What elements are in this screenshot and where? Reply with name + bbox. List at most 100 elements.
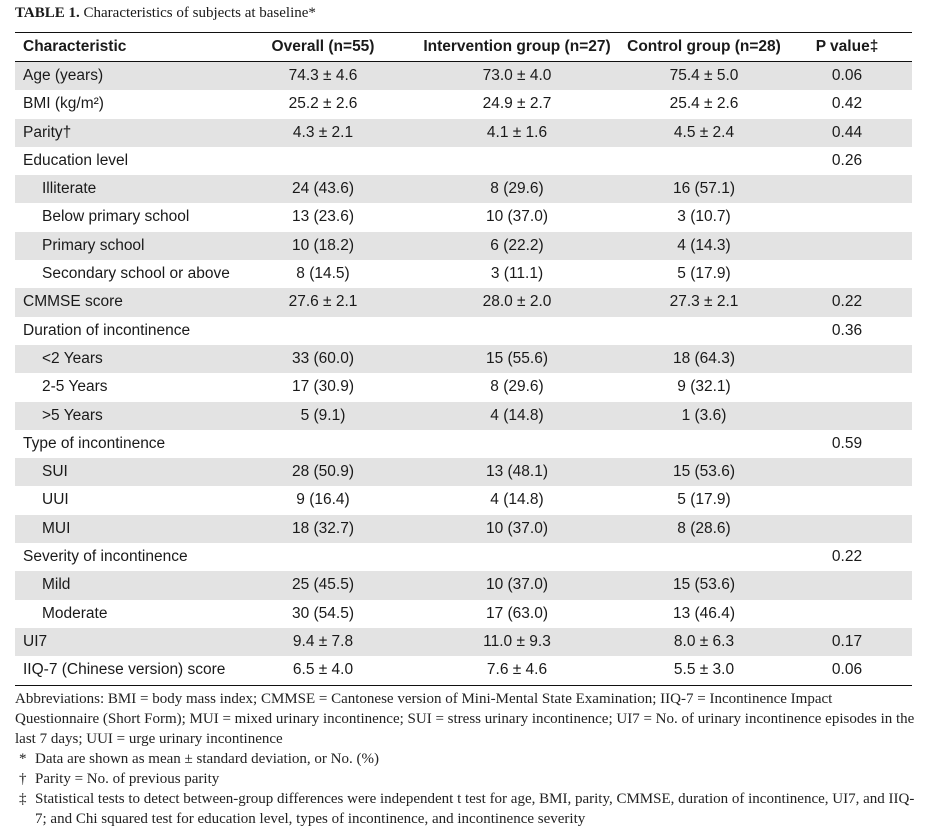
table-row: IIQ-7 (Chinese version) score 6.5 ± 4.0 7.… (15, 656, 912, 684)
footnote-symbol: ‡ (19, 791, 27, 807)
cell-intervention: 8 (29.6) (490, 180, 544, 198)
footnote: † Parity = No. of previous parity (15, 769, 915, 789)
cell-intervention: 4.1 ± 1.6 (486, 123, 548, 141)
cell-intervention: 4 (14.8) (490, 491, 544, 509)
table-row: Education level 0.26 (15, 147, 912, 175)
cell-control: 8 (28.6) (677, 519, 731, 537)
cell-intervention: 6 (22.2) (490, 236, 544, 254)
row-label: BMI (kg/m²) (23, 95, 104, 113)
cell-intervention: 24.9 ± 2.7 (482, 95, 552, 113)
cell-control: 15 (53.6) (672, 576, 736, 594)
cell-overall: 4.3 ± 2.1 (292, 123, 354, 141)
cell-overall: 33 (60.0) (291, 349, 355, 367)
table-row: Duration of incontinence 0.36 (15, 317, 912, 345)
cell-p-value: 0.06 (831, 661, 863, 679)
table-row: Type of incontinence 0.59 (15, 430, 912, 458)
row-label: MUI (42, 519, 71, 537)
row-label: UI7 (23, 632, 48, 650)
cell-control: 5.5 ± 3.0 (673, 661, 735, 679)
cell-overall: 74.3 ± 4.6 (288, 67, 358, 84)
cell-control: 13 (46.4) (672, 604, 736, 622)
cell-control: 15 (53.6) (672, 463, 736, 481)
cell-control: 5 (17.9) (677, 491, 731, 509)
table-row: Secondary school or above 8 (14.5) 3 (11.1… (15, 260, 912, 288)
row-label: Age (years) (23, 67, 104, 84)
cell-overall: 25.2 ± 2.6 (288, 95, 358, 113)
footnote: * Data are shown as mean ± standard devia… (15, 749, 915, 769)
table-row: Illiterate 24 (43.6) 8 (29.6) 16 (57.1) (15, 175, 912, 204)
row-label: Primary school (42, 236, 145, 254)
row-label: >5 Years (42, 406, 103, 424)
cell-intervention: 17 (63.0) (485, 604, 549, 622)
cell-intervention: 10 (37.0) (485, 519, 549, 537)
cell-control: 8.0 ± 6.3 (673, 632, 735, 650)
header-intervention: Intervention group (n=27) (423, 38, 611, 55)
footnote-text: Data are shown as mean ± standard deviat… (35, 751, 379, 767)
header-p-value: P value‡ (815, 38, 879, 55)
cell-overall: 25 (45.5) (291, 576, 355, 594)
row-label: Moderate (42, 604, 108, 622)
cell-control: 18 (64.3) (672, 349, 736, 367)
cell-control: 1 (3.6) (681, 406, 727, 424)
footnote-symbol: * (19, 751, 27, 767)
row-label: Secondary school or above (42, 265, 230, 283)
cell-control: 27.3 ± 2.1 (669, 293, 739, 311)
cell-intervention: 11.0 ± 9.3 (483, 632, 551, 650)
cell-control: 75.4 ± 5.0 (669, 67, 739, 84)
table-row: Age (years) 74.3 ± 4.6 73.0 ± 4.0 75.4 ± 5.… (15, 62, 912, 91)
row-label: Below primary school (42, 208, 190, 226)
table-row: Primary school 10 (18.2) 6 (22.2) 4 (14.3) (15, 231, 912, 261)
footnote-text: Parity = No. of previous parity (35, 771, 220, 787)
table-bottom-rule (15, 684, 912, 686)
cell-intervention: 28.0 ± 2.0 (482, 293, 552, 311)
cell-control: 16 (57.1) (672, 180, 736, 198)
footnote-text: Statistical tests to detect between-grou… (35, 791, 915, 827)
cell-overall: 30 (54.5) (291, 604, 355, 622)
cell-intervention: 13 (48.1) (485, 463, 549, 481)
cell-overall: 27.6 ± 2.1 (288, 293, 358, 311)
header-characteristic: Characteristic (23, 38, 127, 55)
row-label: CMMSE score (23, 293, 123, 311)
cell-overall: 6.5 ± 4.0 (292, 661, 354, 679)
cell-p-value: 0.22 (831, 293, 863, 311)
cell-control: 9 (32.1) (677, 378, 731, 396)
table-row: >5 Years 5 (9.1) 4 (14.8) 1 (3.6) (15, 401, 912, 430)
table-row: Moderate 30 (54.5) 17 (63.0) 13 (46.4) (15, 600, 912, 628)
table-row: UI7 9.4 ± 7.8 11.0 ± 9.3 8.0 ± 6.3 0.17 (15, 627, 912, 657)
cell-intervention: 3 (11.1) (490, 265, 544, 283)
table-row: Parity† 4.3 ± 2.1 4.1 ± 1.6 4.5 ± 2.4 0.44 (15, 118, 912, 147)
cell-overall: 10 (18.2) (291, 236, 355, 254)
table-row: UUI 9 (16.4) 4 (14.8) 5 (17.9) (15, 486, 912, 514)
table-row: SUI 28 (50.9) 13 (48.1) 15 (53.6) (15, 458, 912, 487)
header-overall: Overall (n=55) (271, 38, 375, 55)
cell-p-value: 0.17 (831, 632, 863, 650)
abbreviations-note: Abbreviations: BMI = body mass index; CM… (15, 691, 915, 747)
cell-control: 5 (17.9) (677, 265, 731, 283)
table-notes: Abbreviations: BMI = body mass index; CM… (15, 689, 915, 829)
cell-control: 25.4 ± 2.6 (669, 95, 739, 113)
row-label: Education level (23, 151, 129, 169)
row-label: SUI (42, 463, 68, 481)
table-caption: TABLE 1. Characteristics of subjects at … (15, 5, 316, 22)
table-row: Below primary school 13 (23.6) 10 (37.0) 3 … (15, 203, 912, 231)
cell-control: 4.5 ± 2.4 (673, 123, 735, 141)
row-label: Severity of incontinence (23, 548, 188, 566)
table-row: 2-5 Years 17 (30.9) 8 (29.6) 9 (32.1) (15, 373, 912, 401)
cell-intervention: 10 (37.0) (485, 576, 549, 594)
table-row: Severity of incontinence 0.22 (15, 543, 912, 571)
cell-p-value: 0.06 (831, 67, 863, 84)
footnote-symbol: † (19, 771, 27, 787)
cell-p-value: 0.22 (831, 548, 863, 566)
characteristics-table: Characteristic Overall (n=55) Interventi… (15, 32, 912, 686)
cell-overall: 9.4 ± 7.8 (292, 632, 354, 650)
cell-overall: 9 (16.4) (296, 491, 350, 509)
cell-overall: 17 (30.9) (291, 378, 355, 396)
table-row: <2 Years 33 (60.0) 15 (55.6) 18 (64.3) (15, 344, 912, 374)
cell-intervention: 7.6 ± 4.6 (486, 661, 548, 679)
cell-intervention: 4 (14.8) (490, 406, 544, 424)
row-label: Parity† (23, 123, 72, 141)
footnote: ‡ Statistical tests to detect between-gro… (15, 789, 915, 829)
row-label: Duration of incontinence (23, 321, 191, 339)
row-label: Type of incontinence (23, 434, 166, 452)
cell-overall: 18 (32.7) (291, 519, 355, 537)
